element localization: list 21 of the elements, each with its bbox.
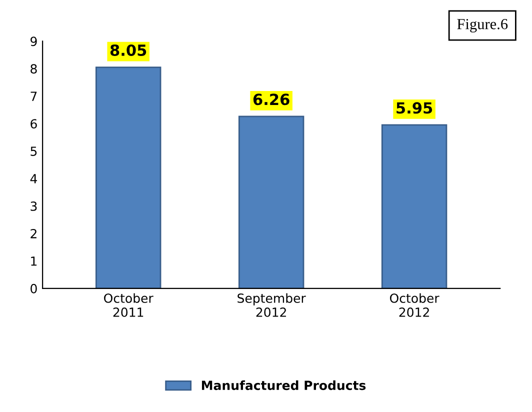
y-tick-label: 5 xyxy=(30,146,37,156)
x-tick-label: October 2011 xyxy=(104,293,154,317)
x-tick-label: September 2012 xyxy=(238,293,306,317)
y-tick-label: 3 xyxy=(30,201,37,211)
y-tick-label: 7 xyxy=(30,92,37,101)
data-label: 8.05 xyxy=(110,44,146,56)
bar xyxy=(238,116,304,288)
y-tick-label: 4 xyxy=(30,174,37,184)
legend-label: Manufactured Products xyxy=(202,380,366,390)
chart-title: Figure.6 xyxy=(457,18,508,32)
data-label: 5.95 xyxy=(396,102,432,114)
y-tick-label: 9 xyxy=(30,36,37,46)
bar xyxy=(95,66,162,288)
x-tick-label: October 2012 xyxy=(390,293,440,317)
y-tick-label: 0 xyxy=(30,284,37,294)
y-tick-label: 2 xyxy=(30,228,36,238)
bar xyxy=(381,124,448,288)
y-tick-label: 1 xyxy=(31,256,37,266)
y-tick-label: 8 xyxy=(30,64,37,74)
data-label: 6.26 xyxy=(253,94,290,106)
y-tick-label: 6 xyxy=(30,119,37,129)
